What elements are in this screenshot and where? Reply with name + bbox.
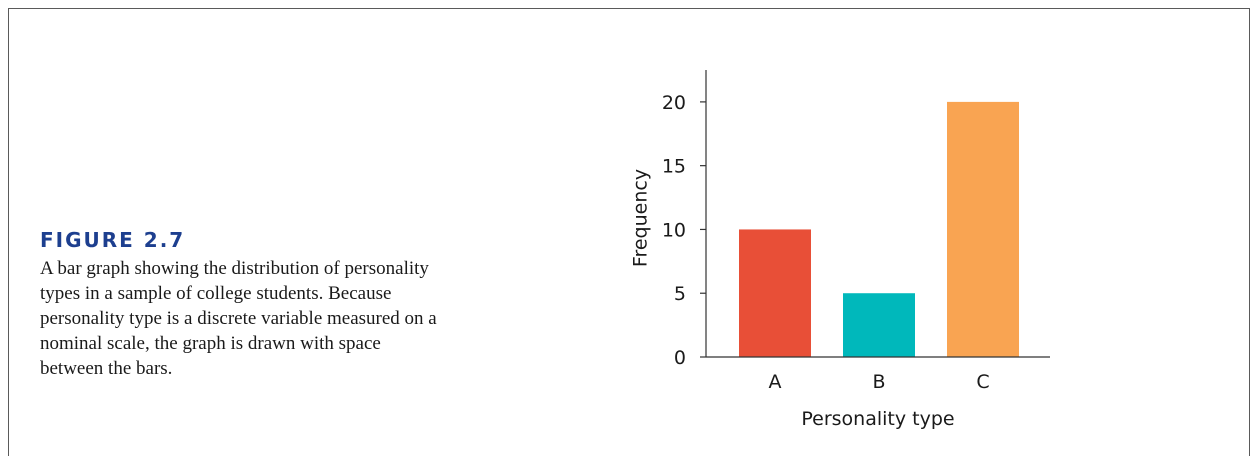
bar-c	[947, 101, 1019, 357]
bar-a	[739, 229, 811, 357]
figure-label: FIGURE 2.7	[40, 228, 186, 252]
y-axis-title: Frequency	[630, 169, 652, 267]
x-tick-label-a: A	[769, 371, 782, 393]
figure-caption: FIGURE 2.7 A bar graph showing the distr…	[40, 228, 440, 381]
y-tick-label: 15	[662, 156, 686, 178]
y-tick-label: 10	[662, 219, 686, 241]
x-tick-label-b: B	[872, 371, 885, 393]
y-tick-label: 0	[674, 347, 686, 369]
figure-frame	[8, 8, 1250, 456]
figure-description: A bar graph showing the distribution of …	[40, 258, 437, 379]
x-tick-label-c: C	[976, 371, 989, 393]
x-axis-title: Personality type	[801, 408, 954, 430]
y-tick-label: 5	[674, 283, 686, 305]
y-tick-label: 20	[662, 92, 686, 114]
bar-b	[843, 293, 915, 357]
